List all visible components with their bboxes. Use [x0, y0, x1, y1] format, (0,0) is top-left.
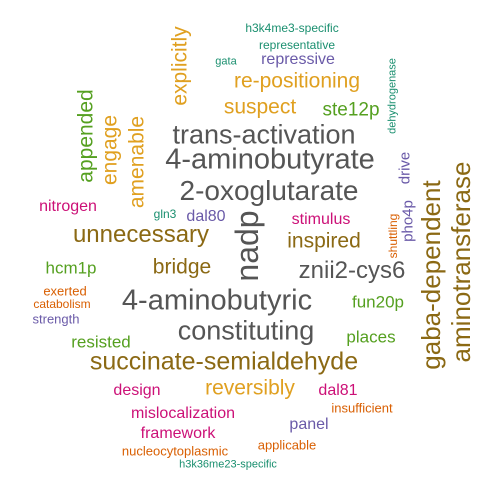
word-fun20p: fun20p [352, 292, 404, 312]
word-hcm1p: hcm1p [45, 258, 97, 278]
word-dehydrogenase: dehydrogenase [386, 58, 399, 134]
word-resisted: resisted [71, 332, 131, 352]
word-reversibly: reversibly [205, 376, 295, 400]
word-stimulus: stimulus [291, 211, 351, 228]
word-places: places [346, 327, 396, 347]
word-explicitly: explicitly [168, 26, 192, 106]
word-re-positioning: re-positioning [233, 69, 361, 93]
word-nitrogen: nitrogen [39, 198, 97, 215]
word-appended: appended [74, 89, 98, 183]
word-dal80: dal80 [186, 208, 226, 225]
word-drive: drive [396, 151, 414, 185]
word-panel: panel [289, 416, 329, 433]
word-succinate-semialdehyde: succinate-semialdehyde [89, 347, 359, 376]
word-framework: framework [140, 425, 216, 442]
word-insufficient: insufficient [331, 400, 393, 416]
word-gata: gata [215, 55, 237, 68]
word-suspect: suspect [223, 95, 297, 119]
word-design: design [113, 382, 161, 399]
word-bridge: bridge [152, 255, 212, 279]
word-aminotransferase: aminotransferase [446, 161, 476, 363]
word-repressive: repressive [261, 51, 335, 68]
word-representative: representative [258, 38, 336, 52]
word-trans-activation: trans-activation [172, 119, 356, 150]
word-znii2-cys6: znii2-cys6 [298, 257, 406, 284]
word-catabolism: catabolism [33, 297, 91, 311]
word-4-aminobutyric: 4-aminobutyric [121, 284, 313, 317]
word-ste12p: ste12p [322, 99, 380, 121]
word-gaba-dependent: gaba-dependent [416, 180, 446, 370]
word-constituting: constituting [177, 315, 315, 346]
word-2-oxoglutarate: 2-oxoglutarate [179, 175, 359, 206]
word-shuttling: shuttling [386, 213, 400, 259]
word-gln3: gln3 [153, 207, 177, 221]
word-exerted: exerted [43, 283, 87, 299]
word-nucleocytoplasmic: nucleocytoplasmic [121, 443, 229, 459]
word-unnecessary: unnecessary [72, 221, 210, 248]
word-amenable: amenable [125, 115, 149, 209]
word-4-aminobutyrate: 4-aminobutyrate [165, 143, 375, 176]
word-mislocalization: mislocalization [130, 405, 236, 422]
word-h3k4me3-specific: h3k4me3-specific [245, 21, 339, 35]
word-h3k36me23-specific: h3k36me23-specific [179, 458, 277, 471]
word-engage: engage [98, 114, 122, 186]
word-inspired: inspired [287, 229, 361, 253]
word-applicable: applicable [257, 437, 317, 453]
word-strength: strength [32, 311, 80, 327]
word-dal81: dal81 [318, 382, 358, 399]
word-pho4p: pho4p [399, 200, 417, 242]
word-nadp: nadp [229, 210, 265, 282]
